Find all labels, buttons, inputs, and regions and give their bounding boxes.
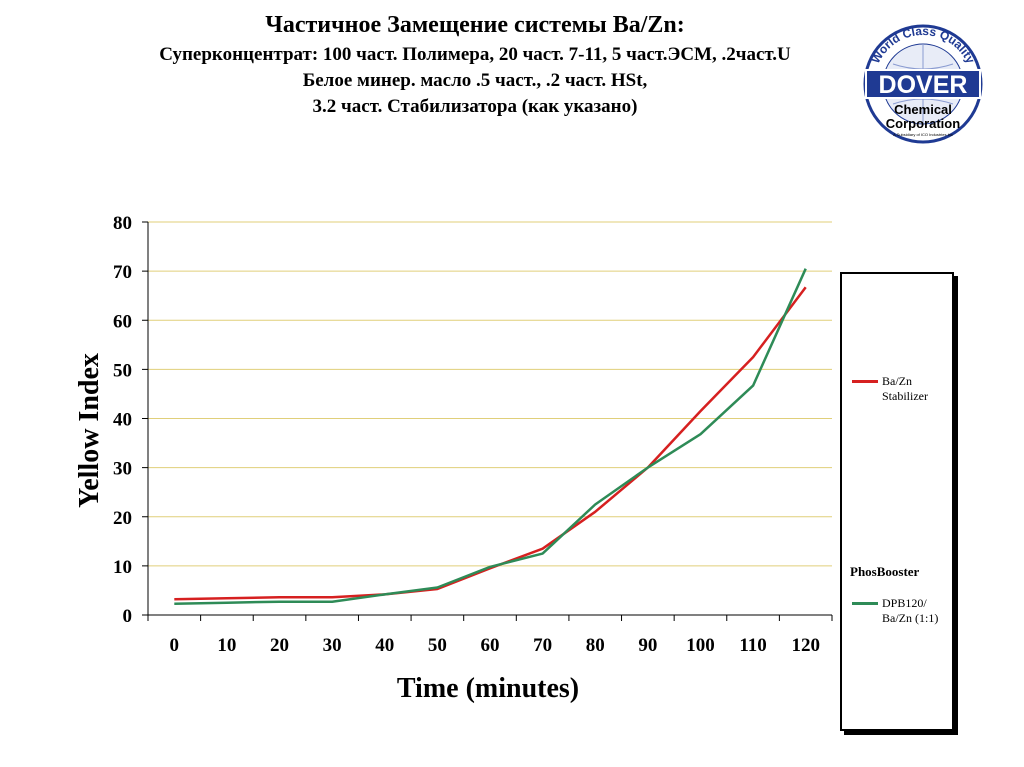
axis-layer [142, 221, 833, 621]
x-tick-label: 20 [270, 635, 289, 656]
y-tick-label: 40 [113, 410, 132, 431]
x-tick-label: 0 [170, 635, 180, 656]
title-block: Частичное Замещение системы Ba/Zn: Супер… [90, 8, 860, 120]
series-line-0 [174, 286, 807, 601]
y-tick-label: 70 [113, 262, 132, 283]
legend-swatch-dpb120 [852, 602, 878, 605]
page-title: Частичное Замещение системы Ba/Zn: [265, 12, 685, 38]
y-tick-label: 0 [123, 606, 133, 627]
x-tick-label: 60 [481, 635, 500, 656]
legend-label-dpb120: DPB120/ Ba/Zn (1:1) [882, 596, 939, 625]
logo-line1: Chemical [894, 102, 952, 117]
logo-line2: Corporation [886, 116, 960, 131]
series-line-1 [174, 268, 807, 605]
series-layer [174, 268, 807, 605]
x-axis-title: Time (minutes) [397, 673, 579, 704]
x-tick-label: 80 [586, 635, 605, 656]
label-layer: 0 10 20 30 40 50 60 70 80 0 10 20 30 40 50 60 70 80 90 100 1… [74, 213, 820, 704]
x-tick-label: 120 [791, 635, 820, 656]
y-axis-title: Yellow Index [74, 353, 105, 508]
logo-brand-banner [865, 69, 981, 99]
legend: Ba/Zn Stabilizer PhosBooster DPB120/ Ba/… [840, 272, 954, 731]
legend-swatch-bazn [852, 380, 878, 383]
y-tick-label: 50 [113, 360, 132, 381]
subtitle-line-1: Суперконцентрат: 100 част. Полимера, 20 … [159, 44, 791, 65]
grid-layer [148, 221, 832, 567]
x-tick-label: 90 [638, 635, 657, 656]
legend-entry-dpb120: DPB120/ Ba/Zn (1:1) [852, 596, 952, 626]
x-tick-label: 10 [217, 635, 236, 656]
dover-logo: World Class Quality DOVER Chemical Corpo… [863, 24, 983, 144]
x-tick-label: 40 [375, 635, 394, 656]
legend-entry-bazn: Ba/Zn Stabilizer [852, 374, 952, 404]
x-tick-label: 100 [686, 635, 715, 656]
y-tick-label: 80 [113, 213, 132, 234]
legend-subtitle: PhosBooster [850, 564, 920, 579]
x-tick-label: 30 [323, 635, 342, 656]
y-tick-label: 10 [113, 557, 132, 578]
x-tick-label: 70 [533, 635, 552, 656]
logo-brand-text: DOVER [879, 71, 968, 99]
x-tick-label: 110 [739, 635, 766, 656]
x-tick-label: 50 [428, 635, 447, 656]
y-tick-label: 60 [113, 311, 132, 332]
subtitle-line-2: Белое минер. масло .5 част., .2 част. HS… [302, 70, 648, 91]
y-tick-label: 30 [113, 459, 132, 480]
logo-tagline: A Subsidiary of ICO Industries Inc [893, 132, 953, 137]
subtitle-line-3: 3.2 част. Стабилизатора (как указано) [312, 96, 638, 117]
yellow-index-chart: 0 10 20 30 40 50 60 70 80 0 10 20 30 40 50 60 70 80 90 100 1… [74, 213, 833, 704]
y-tick-label: 20 [113, 508, 132, 529]
legend-label-bazn: Ba/Zn Stabilizer [882, 374, 928, 403]
